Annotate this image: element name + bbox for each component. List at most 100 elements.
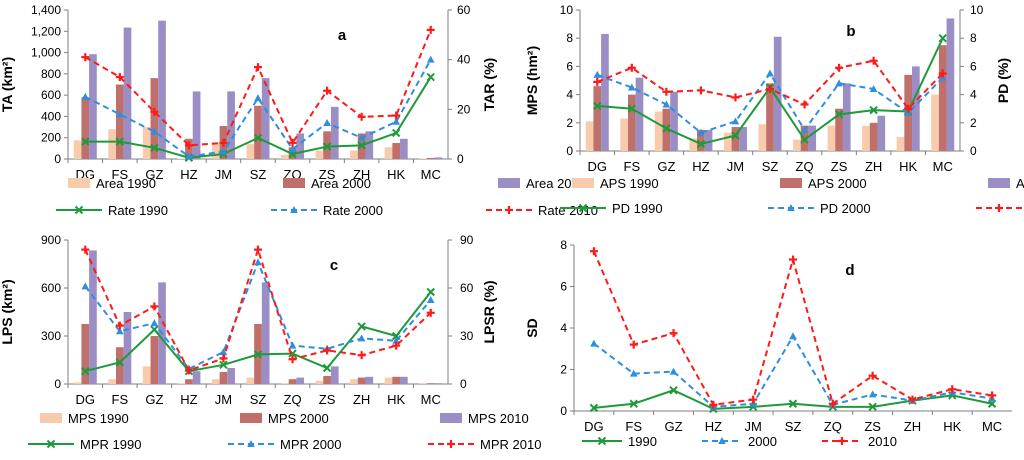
panel-a-y2tick-label: 60: [457, 3, 471, 17]
panel-c-bar-mps-2000: [426, 383, 435, 384]
panel-d-legend-label: 1990: [628, 434, 657, 449]
panel-a-point-rate-1990: [115, 137, 125, 146]
panel-a-bar-area-2010: [261, 78, 270, 159]
panel-d-point-1990: [868, 402, 877, 412]
panel-a-ytick-label: 0: [54, 152, 61, 166]
panel-c-legend-label: MPR 1990: [80, 437, 141, 452]
panel-a-y2-axis-title: TAR (%): [481, 58, 497, 111]
panel-b-bar-aps-1990: [723, 132, 732, 151]
panel-b-y2tick-label: 2: [970, 116, 977, 130]
panel-a-ytick-label: 400: [41, 109, 61, 123]
panel-b-bar-aps-1990: [793, 139, 801, 151]
panel-b-point-pd-2010: [696, 86, 705, 95]
panel-b-bar-aps-2010: [635, 77, 644, 151]
panel-c-point-mpr-1990-stroke2: [115, 358, 125, 367]
panel-d-point-2010: [709, 400, 718, 409]
panel-c-bar-mps-1990: [281, 383, 289, 384]
panel-b-point-pd-1990-stroke2: [869, 105, 878, 115]
panel-a-xtick-label: ZH: [353, 167, 370, 182]
panel-b-point-pd-2000: [662, 100, 671, 108]
panel-d-legend-marker: [597, 436, 607, 446]
panel-b-bar-aps-1990: [896, 136, 905, 151]
panel-a-legend-swatch: [283, 178, 305, 188]
panel-c-point-mpr-1990: [115, 358, 125, 367]
panel-b-point-pd-1990-stroke2: [593, 101, 602, 111]
panel-c-point-mpr-2000: [288, 341, 297, 349]
panel-c-legend-label: MPS 2000: [268, 411, 329, 426]
panel-c-y2tick-label: 30: [460, 329, 474, 343]
panel-b-bar-aps-1990: [585, 121, 594, 151]
panel-d-point-2010: [629, 340, 638, 349]
panel-d-point-2000: [590, 339, 598, 347]
panel-a-point-rate-2000: [426, 55, 435, 63]
panel-d-point-2010: [908, 395, 917, 404]
panel-a-bar-area-1990: [177, 158, 186, 159]
panel-d-point-2010: [948, 385, 957, 394]
panel-b-legend-swatch: [988, 178, 1010, 188]
panel-a-legend-label: Rate 2000: [323, 203, 383, 218]
panel-b-point-pd-2010: [731, 93, 740, 102]
panel-a-bar-area-2010: [296, 133, 305, 159]
panel-b-point-pd-1990: [696, 139, 706, 149]
panel-c-point-mpr-2010: [357, 351, 366, 360]
panel-b-bar-aps-2000: [938, 45, 947, 151]
panel-a-point-rate-1990-stroke2: [357, 141, 366, 150]
panel-c-legend-marker: [447, 440, 455, 448]
panel-d-point-1990-stroke2: [589, 403, 599, 413]
panel-a-xtick-label: FS: [112, 167, 129, 182]
panel-a-bar-area-1990: [142, 127, 151, 159]
panel-a-point-rate-2000: [185, 152, 193, 160]
panel-c-bar-mps-1990: [246, 377, 255, 384]
panel-a-bar-area-1990: [281, 154, 289, 159]
panel-d-legend-label: 2000: [748, 434, 777, 449]
panel-c-legend-marker: [247, 440, 255, 447]
panel-d-point-2000: [789, 332, 797, 340]
panel-a-legend-marker-stroke2: [74, 205, 84, 215]
panel-a-bar-area-2010: [192, 91, 201, 159]
panel-c-bar-mps-2010: [261, 282, 270, 384]
panel-c-point-mpr-1990: [219, 360, 228, 370]
panel-c-bar-mps-2000: [150, 336, 159, 384]
panel-b-y2tick-label: 4: [970, 88, 977, 102]
panel-a-point-rate-1990-stroke2: [426, 72, 435, 82]
panel-a-y2tick-label: 0: [457, 152, 464, 166]
panel-b-bar-aps-2000: [697, 129, 705, 151]
panel-d-legend-marker: [838, 437, 846, 445]
panel-b-xtick-label: JM: [727, 159, 744, 174]
panel-c-bar-mps-1990: [142, 366, 151, 384]
panel-c-point-mpr-1990-stroke2: [150, 325, 159, 334]
panel-b-ytick-label: 10: [560, 3, 574, 17]
panel-a-point-rate-1990: [322, 142, 332, 151]
panel-c-point-mpr-1990-stroke2: [391, 331, 401, 341]
panel-b-bar-aps-1990: [862, 125, 870, 151]
panel-d-point-2010: [669, 329, 678, 338]
panel-a-bar-area-1990: [350, 150, 358, 159]
panel-b-bar-aps-2010: [842, 83, 851, 151]
panel-c-bar-mps-2000: [115, 347, 124, 384]
panel-b-xtick-label: FS: [624, 159, 641, 174]
panel-a-legend-swatch: [498, 178, 520, 188]
panel-c-bar-mps-1990: [419, 383, 427, 384]
panel-d-ytick-label: 2: [560, 363, 567, 377]
panel-b-xtick-label: MC: [933, 159, 953, 174]
panel-c-xtick-label: ZS: [319, 392, 336, 407]
panel-a-point-rate-2010: [357, 112, 366, 121]
panel-d-point-2010: [749, 395, 758, 404]
panel-a-ytick-label: 800: [41, 67, 61, 81]
panel-b-bar-aps-2010: [773, 36, 782, 151]
panel-c-point-mpr-1990-stroke2: [253, 350, 263, 359]
panel-a-point-rate-1990: [150, 143, 159, 153]
panel-c-legend-swatch: [240, 413, 262, 423]
panel-b-y2tick-label: 8: [970, 31, 977, 45]
panel-b-bar-aps-2010: [601, 33, 609, 151]
panel-c-bar-mps-2010: [192, 371, 201, 384]
panel-c-point-mpr-2010: [323, 346, 332, 355]
panel-c-point-mpr-1990: [253, 350, 263, 359]
panel-a-xtick-label: ZS: [319, 167, 336, 182]
panel-a-bar-area-2000: [392, 143, 401, 159]
panel-b-point-pd-2000: [766, 69, 774, 77]
panel-b-point-pd-2000: [697, 128, 705, 136]
panel-d-point-1990: [589, 403, 599, 413]
panel-c-bar-mps-2000: [81, 324, 90, 384]
